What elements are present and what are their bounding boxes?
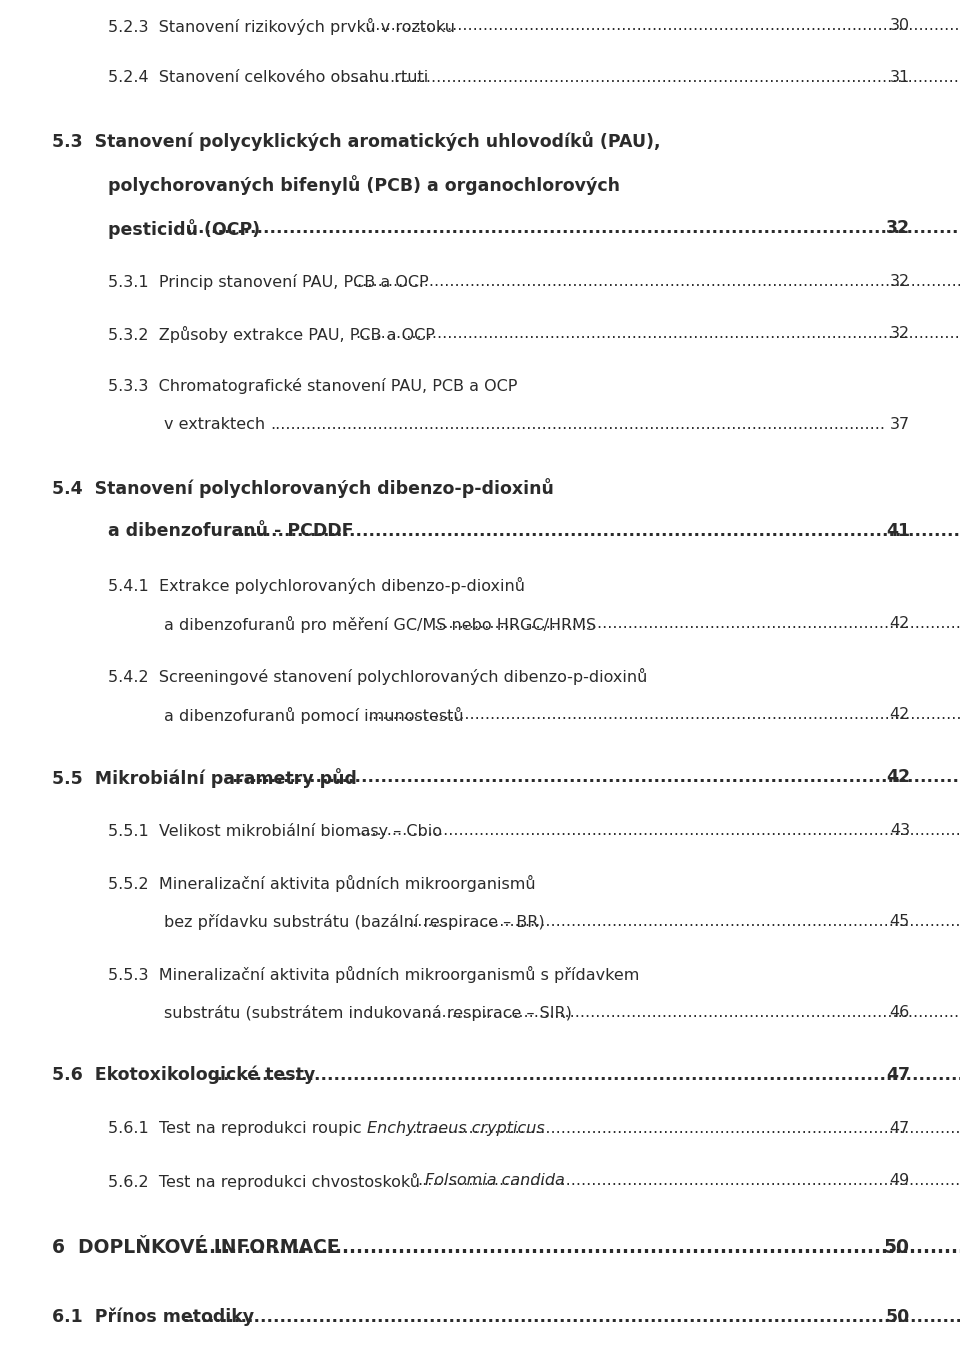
- Text: 5.5.1  Velikost mikrobiální biomasy – Cbio: 5.5.1 Velikost mikrobiální biomasy – Cbi…: [108, 822, 442, 839]
- Text: ................................................................................: ........................................…: [365, 18, 960, 33]
- Text: 41: 41: [886, 522, 910, 540]
- Text: 6.1  Přínos metodiky: 6.1 Přínos metodiky: [52, 1308, 260, 1327]
- Text: ................................................................................: ........................................…: [185, 220, 960, 237]
- Text: ................................................................................: ........................................…: [232, 522, 960, 540]
- Text: bez přídavku substrátu (bazální respirace – BR): bez přídavku substrátu (bazální respirac…: [164, 914, 544, 930]
- Text: 5.3  Stanovení polycyklických aromatických uhlovodíků (PAU),: 5.3 Stanovení polycyklických aromatickýc…: [52, 131, 660, 151]
- Text: 45: 45: [890, 914, 910, 929]
- Text: substrátu (substrátem indukovaná respirace – SIR): substrátu (substrátem indukovaná respira…: [164, 1005, 572, 1022]
- Text: 32: 32: [890, 326, 910, 341]
- Text: polychorovaných bifenylů (PCB) a organochlorových: polychorovaných bifenylů (PCB) a organoc…: [108, 175, 620, 195]
- Text: 5.2.4  Stanovení celkového obsahu rtuti: 5.2.4 Stanovení celkového obsahu rtuti: [108, 70, 428, 85]
- Text: ................................................................................: ........................................…: [231, 768, 960, 786]
- Text: 37: 37: [890, 417, 910, 432]
- Text: v extraktech: v extraktech: [164, 417, 271, 432]
- Text: ................................................................................: ........................................…: [418, 1173, 960, 1188]
- Text: 5.3.2  Způsoby extrakce PAU, PCB a OCP: 5.3.2 Způsoby extrakce PAU, PCB a OCP: [108, 326, 440, 342]
- Text: ................................................................................: ........................................…: [356, 822, 960, 837]
- Text: ................................................................................: ........................................…: [407, 1121, 960, 1136]
- Text: a dibenzofuranů pro měření GC/MS nebo HRGC/HRMS: a dibenzofuranů pro měření GC/MS nebo HR…: [164, 617, 596, 633]
- Text: 31: 31: [890, 70, 910, 85]
- Text: 5.5.2  Mineralizační aktivita půdních mikroorganismů: 5.5.2 Mineralizační aktivita půdních mik…: [108, 874, 536, 892]
- Text: 5.3.1  Princip stanovení PAU, PCB a OCP: 5.3.1 Princip stanovení PAU, PCB a OCP: [108, 274, 434, 291]
- Text: pesticidů (OCP): pesticidů (OCP): [108, 220, 266, 239]
- Text: 5.4  Stanovení polychlorovaných dibenzo-p-dioxinů: 5.4 Stanovení polychlorovaných dibenzo-p…: [52, 477, 554, 498]
- Text: Folsomia candida: Folsomia candida: [425, 1173, 564, 1188]
- Text: 43: 43: [890, 822, 910, 837]
- Text: 50: 50: [884, 1239, 910, 1258]
- Text: 49: 49: [890, 1173, 910, 1188]
- Text: ................................................................................: ........................................…: [355, 326, 960, 341]
- Text: a dibenzofuranů pomocí imunostestů: a dibenzofuranů pomocí imunostestů: [164, 707, 464, 724]
- Text: ................................................................................: ........................................…: [367, 707, 960, 722]
- Text: ................................................................................: ........................................…: [349, 70, 960, 85]
- Text: 5.5.3  Mineralizační aktivita půdních mikroorganismů s přídavkem: 5.5.3 Mineralizační aktivita půdních mik…: [108, 966, 639, 983]
- Text: 42: 42: [890, 617, 910, 632]
- Text: 32: 32: [886, 220, 910, 237]
- Text: 46: 46: [890, 1005, 910, 1020]
- Text: ................................................................................: ........................................…: [210, 1067, 960, 1084]
- Text: 50: 50: [886, 1308, 910, 1326]
- Text: ................................................................................: ........................................…: [182, 1308, 960, 1326]
- Text: ................................................................................: ........................................…: [352, 274, 960, 289]
- Text: 32: 32: [890, 274, 910, 289]
- Text: 5.3.3  Chromatografické stanovení PAU, PCB a OCP: 5.3.3 Chromatografické stanovení PAU, PC…: [108, 378, 517, 394]
- Text: a dibenzofuranů - PCDDF: a dibenzofuranů - PCDDF: [108, 522, 359, 540]
- Text: 5.5  Mikrobiální parametry půd: 5.5 Mikrobiální parametry půd: [52, 768, 357, 788]
- Text: 47: 47: [890, 1121, 910, 1136]
- Text: 6  DOPLŇKOVÉ INFORMACE: 6 DOPLŇKOVÉ INFORMACE: [52, 1239, 346, 1258]
- Text: 30: 30: [890, 18, 910, 33]
- Text: 5.6.1  Test na reprodukci roupic: 5.6.1 Test na reprodukci roupic: [108, 1121, 367, 1136]
- Text: ................................................................................: ........................................…: [270, 417, 885, 432]
- Text: 5.4.1  Extrakce polychlorovaných dibenzo-p-dioxinů: 5.4.1 Extrakce polychlorovaných dibenzo-…: [108, 577, 525, 593]
- Text: 5.6  Ekotoxikologické testy: 5.6 Ekotoxikologické testy: [52, 1067, 315, 1084]
- Text: 47: 47: [886, 1067, 910, 1084]
- Text: 42: 42: [890, 707, 910, 722]
- Text: 5.4.2  Screeningové stanovení polychlorovaných dibenzo-p-dioxinů: 5.4.2 Screeningové stanovení polychlorov…: [108, 668, 647, 685]
- Text: ................................................................................: ........................................…: [433, 617, 960, 632]
- Text: ................................................................................: ........................................…: [407, 914, 960, 929]
- Text: 5.6.2  Test na reprodukci chvostoskoků: 5.6.2 Test na reprodukci chvostoskoků: [108, 1173, 425, 1189]
- Text: Enchytraeus crypticus: Enchytraeus crypticus: [367, 1121, 544, 1136]
- Text: 5.2.3  Stanovení rizikových prvků v roztoku: 5.2.3 Stanovení rizikových prvků v rozto…: [108, 18, 460, 35]
- Text: ................................................................................: ........................................…: [420, 1005, 960, 1020]
- Text: ................................................................................: ........................................…: [196, 1239, 960, 1258]
- Text: 42: 42: [886, 768, 910, 786]
